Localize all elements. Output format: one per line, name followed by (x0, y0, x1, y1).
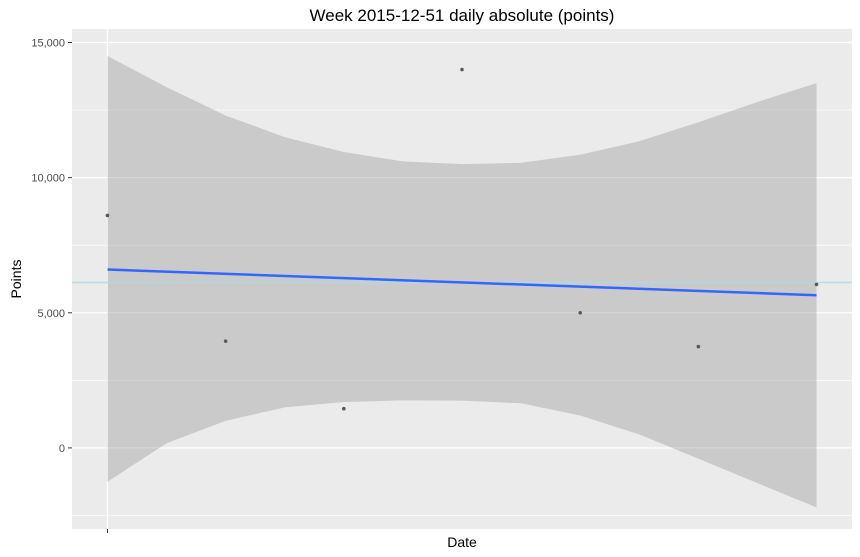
chart-title: Week 2015-12-51 daily absolute (points) (310, 6, 615, 25)
data-point (814, 282, 819, 287)
data-point (342, 406, 346, 411)
y-tick-label: 0 (59, 443, 65, 455)
plot-panel (72, 29, 852, 529)
data-points (105, 67, 819, 411)
y-tick-label: 5,000 (37, 308, 65, 320)
data-point (223, 339, 228, 343)
x-axis-title: Date (447, 534, 477, 550)
data-point (696, 344, 701, 349)
y-axis-title: Points (8, 260, 24, 299)
data-point (105, 213, 110, 218)
data-point (460, 67, 464, 72)
y-tick-label: 10,000 (31, 173, 65, 185)
y-tick-label: 15,000 (31, 38, 65, 50)
trend-line (107, 268, 817, 297)
grid-minor (72, 109, 852, 516)
y-axis-tick-labels: 0 5,000 10,000 15,000 (31, 38, 65, 455)
data-point (578, 310, 582, 315)
y-axis-ticks (68, 42, 108, 533)
grid-major (72, 29, 852, 529)
